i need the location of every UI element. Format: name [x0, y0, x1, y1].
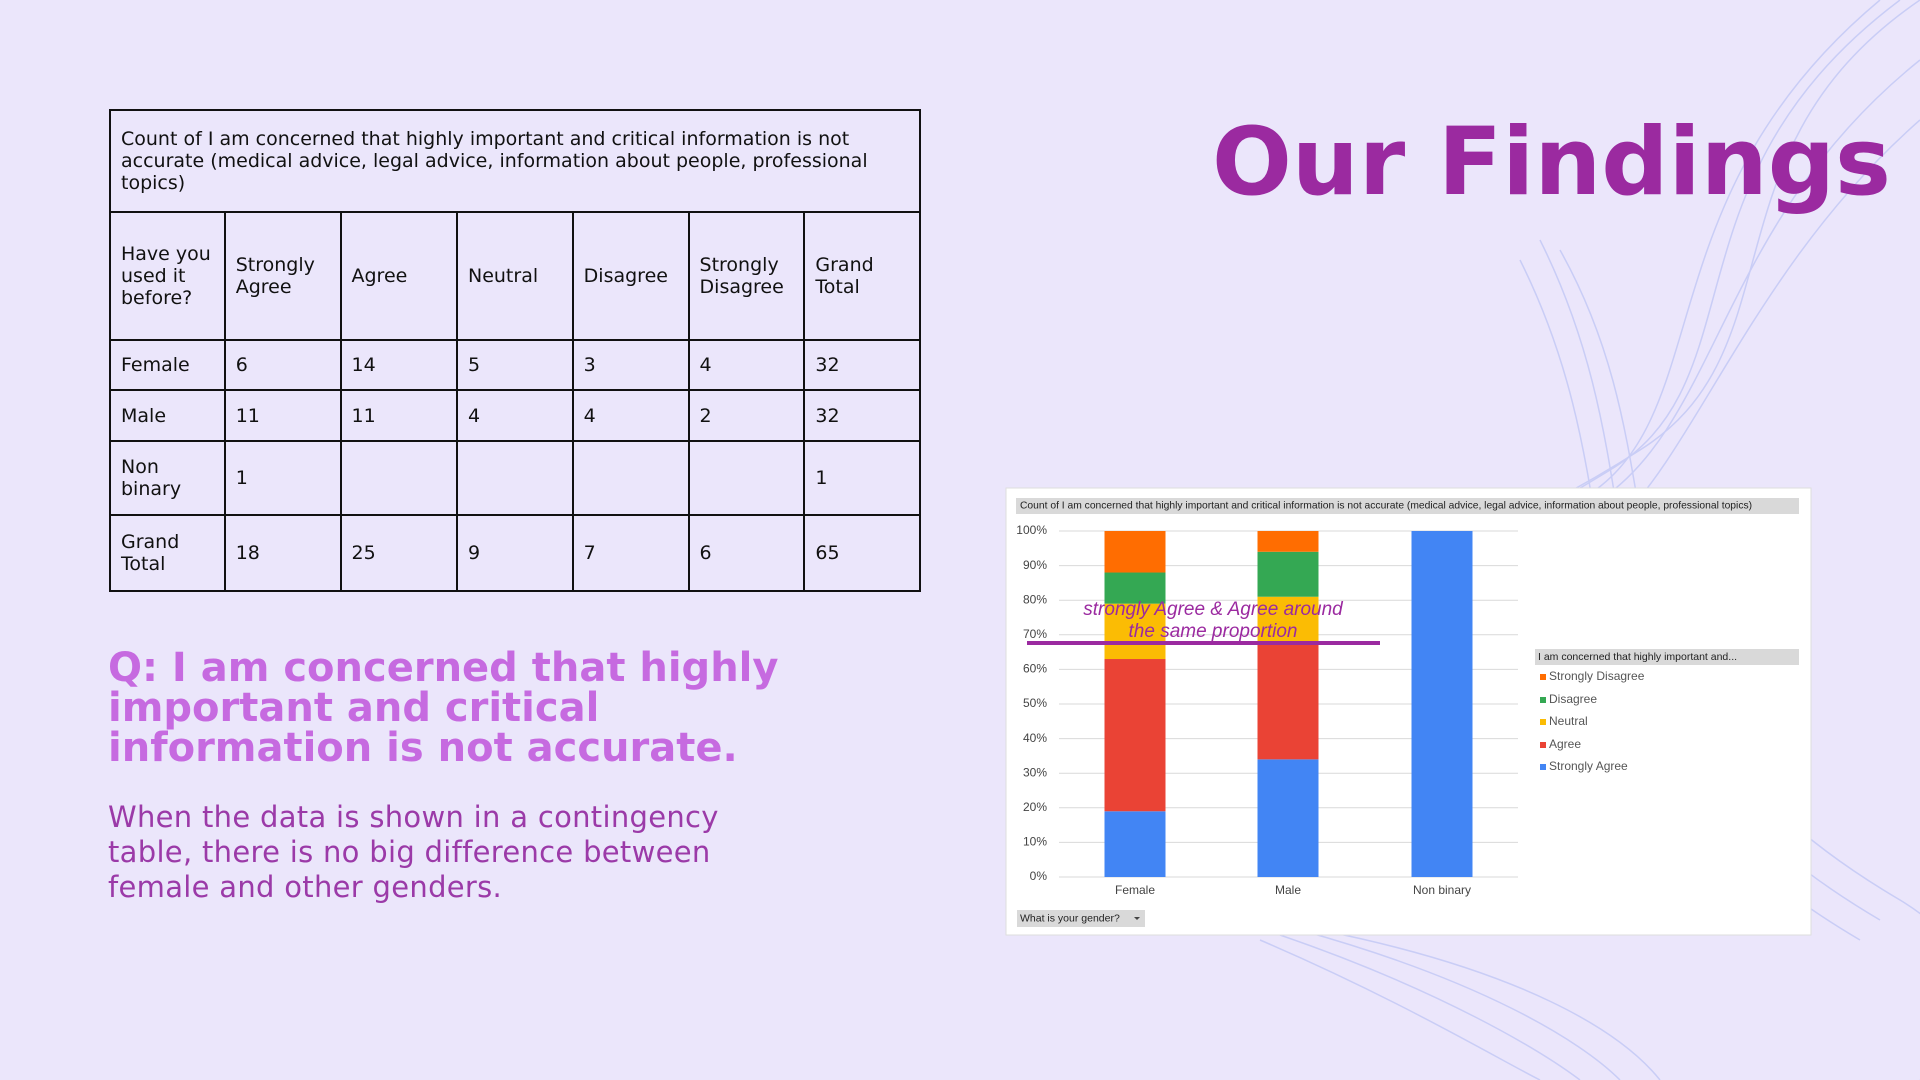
table-cell: Neutral [455, 211, 574, 341]
bar-segment [1104, 811, 1166, 877]
table-cell: 4 [687, 339, 806, 391]
chart-title-strip [1016, 498, 1799, 514]
y-tick-label: 90% [1023, 558, 1047, 572]
table-cell: Male [109, 389, 226, 442]
y-tick-label: 60% [1023, 662, 1047, 676]
table-cell: 4 [455, 389, 574, 442]
bar-segment [1257, 759, 1319, 877]
table-cell: Disagree [571, 211, 690, 341]
table-cell: Strongly Disagree [687, 211, 806, 341]
bar-segment [1104, 659, 1166, 812]
table-cell [571, 440, 690, 516]
legend-header [1535, 649, 1799, 665]
legend-label: Agree [1549, 737, 1581, 751]
table-cell [339, 440, 458, 516]
table-cell: Strongly Agree [223, 211, 342, 341]
table-cell: Female [109, 339, 226, 391]
table-cell: 1 [223, 440, 342, 516]
table-cell: Count of I am concerned that highly impo… [109, 109, 921, 213]
table-cell: Non binary [109, 440, 226, 516]
table-cell: Grand Total [109, 514, 226, 592]
bar-segment [1257, 641, 1319, 760]
bar-segment [1257, 551, 1319, 597]
table-cell: 1 [803, 440, 921, 516]
x-tick-label: Female [1115, 883, 1155, 897]
table-cell: 25 [339, 514, 458, 592]
bar-segment [1104, 603, 1166, 660]
table-cell: 4 [571, 389, 690, 442]
x-tick-label: Male [1275, 883, 1301, 897]
legend-title: I am concerned that highly important and… [1538, 651, 1737, 663]
table-cell: 32 [803, 389, 921, 442]
legend-label: Strongly Agree [1549, 759, 1628, 773]
table-cell: 9 [455, 514, 574, 592]
table-cell: 11 [223, 389, 342, 442]
table-cell: 18 [223, 514, 342, 592]
table-cell: Have you used it before? [109, 211, 226, 341]
table-cell: 32 [803, 339, 921, 391]
table-cell: 6 [223, 339, 342, 391]
legend-swatch [1540, 764, 1546, 770]
legend-swatch [1540, 719, 1546, 725]
y-tick-label: 40% [1023, 731, 1047, 745]
y-tick-label: 0% [1030, 869, 1048, 883]
y-tick-label: 20% [1023, 800, 1047, 814]
legend-swatch [1540, 742, 1546, 748]
y-tick-label: 10% [1023, 835, 1047, 849]
legend-swatch [1540, 674, 1546, 680]
table-cell: 7 [571, 514, 690, 592]
bar-segment [1257, 596, 1319, 642]
y-tick-label: 50% [1023, 696, 1047, 710]
table-cell: 14 [339, 339, 458, 391]
contingency-table: Count of I am concerned that highly impo… [109, 109, 921, 592]
y-tick-label: 30% [1023, 765, 1047, 779]
bar-segment [1104, 572, 1166, 604]
table-cell: 5 [455, 339, 574, 391]
legend-label: Neutral [1549, 714, 1588, 728]
filter-button[interactable] [1017, 910, 1145, 927]
x-tick-label: Non binary [1413, 883, 1471, 897]
body-text: When the data is shown in a contingency … [108, 800, 719, 904]
table-cell: 3 [571, 339, 690, 391]
y-tick-label: 80% [1023, 592, 1047, 606]
bar-segment [1411, 531, 1473, 877]
legend-label: Strongly Disagree [1549, 669, 1645, 683]
table-cell: Grand Total [803, 211, 921, 341]
legend-label: Disagree [1549, 692, 1597, 706]
chart-title: Count of I am concerned that highly impo… [1020, 501, 1752, 512]
filter-arrow [1134, 917, 1140, 920]
slide-title: Our Findings [1212, 108, 1891, 217]
annotation: strongly Agree & Agree around the same pr… [1083, 599, 1344, 642]
table-cell: 6 [687, 514, 806, 592]
y-tick-label: 70% [1023, 627, 1047, 641]
table-cell [455, 440, 574, 516]
bar-segment [1104, 531, 1166, 573]
table-cell: Agree [339, 211, 458, 341]
question: Q: I am concerned that highly important … [108, 645, 779, 771]
table-cell: 11 [339, 389, 458, 442]
table-cell: 2 [687, 389, 806, 442]
table-cell: 65 [803, 514, 921, 592]
filter-label: What is your gender? [1020, 912, 1120, 924]
bar-segment [1257, 531, 1319, 552]
legend-swatch [1540, 697, 1546, 703]
y-tick-label: 100% [1016, 523, 1047, 537]
table-cell [687, 440, 806, 516]
